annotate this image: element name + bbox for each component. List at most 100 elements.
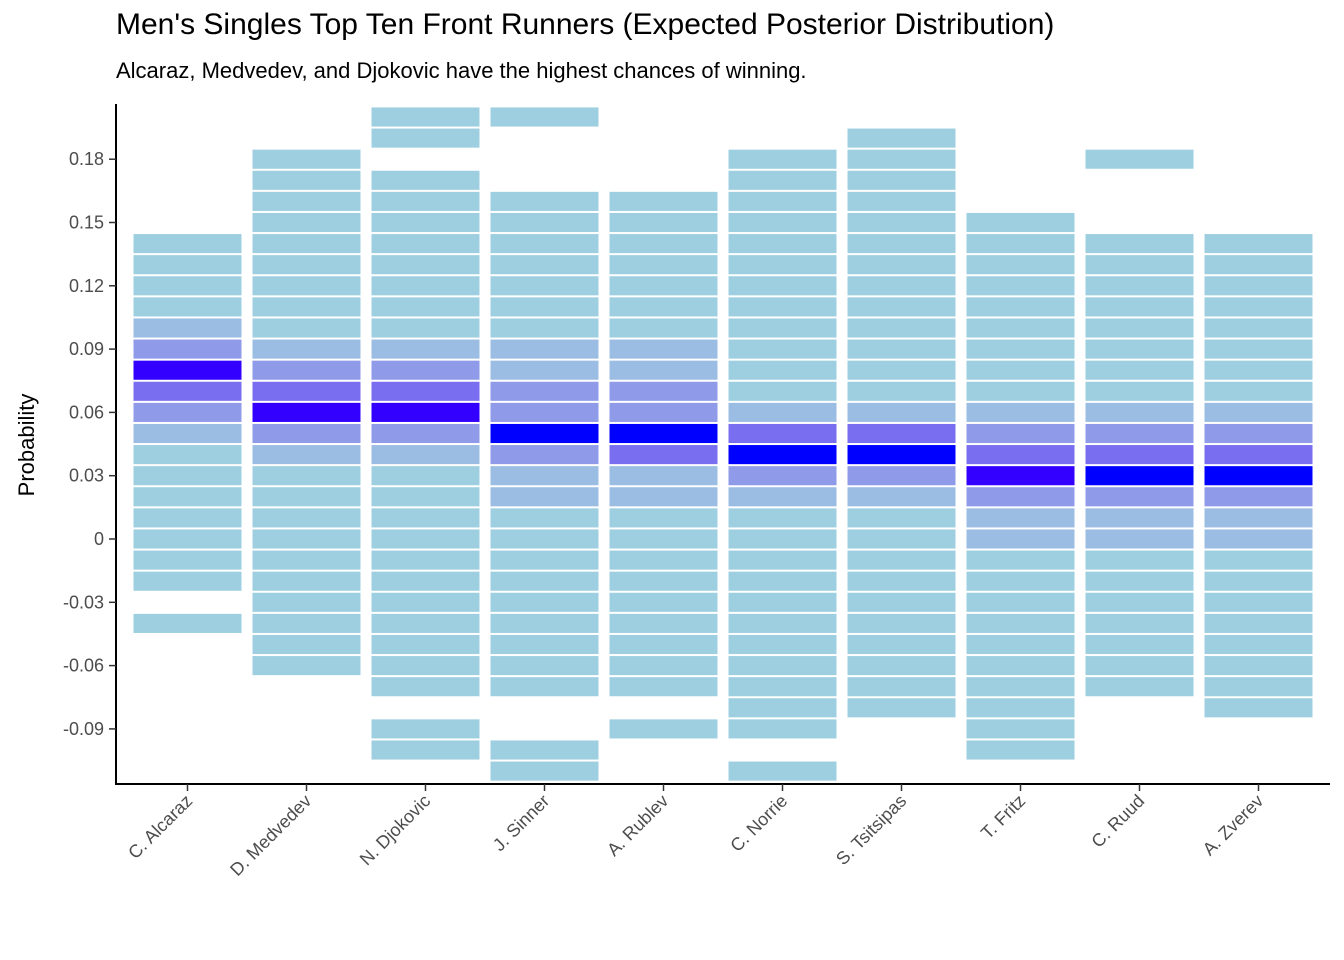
bin-c-norrie: [728, 698, 837, 718]
bin-a-rublev: [609, 466, 718, 486]
bin-a-rublev: [609, 634, 718, 655]
bin-c-ruud: [1085, 423, 1194, 444]
bin-a-zverev: [1204, 550, 1313, 570]
bin-c-ruud: [1085, 360, 1194, 380]
bin-n-djokovic: [371, 423, 480, 444]
bin-t-fritz: [966, 445, 1075, 465]
bin-t-fritz: [966, 740, 1075, 760]
bin-c-alcaraz: [133, 423, 242, 444]
bin-s-tsitsipas: [847, 550, 956, 570]
bin-a-rublev: [609, 550, 718, 570]
bin-a-rublev: [609, 423, 718, 444]
bin-d-medvedev: [252, 656, 361, 676]
bin-j-sinner: [490, 381, 599, 401]
bin-j-sinner: [490, 634, 599, 655]
bin-c-norrie: [728, 149, 837, 169]
bin-a-rublev: [609, 402, 718, 422]
bin-a-zverev: [1204, 445, 1313, 465]
bin-c-ruud: [1085, 634, 1194, 655]
y-tick-label: 0: [94, 529, 104, 549]
bin-a-rublev: [609, 571, 718, 591]
x-tick-label: C. Norrie: [726, 791, 791, 856]
y-tick-label: 0.18: [69, 149, 104, 169]
bin-n-djokovic: [371, 592, 480, 612]
bin-j-sinner: [490, 508, 599, 528]
bin-d-medvedev: [252, 402, 361, 422]
bin-j-sinner: [490, 592, 599, 612]
bin-t-fritz: [966, 234, 1075, 254]
bin-c-ruud: [1085, 529, 1194, 549]
bin-d-medvedev: [252, 297, 361, 317]
bars-layer: [133, 107, 1313, 781]
bin-t-fritz: [966, 508, 1075, 528]
bin-d-medvedev: [252, 550, 361, 570]
bin-c-norrie: [728, 508, 837, 528]
bin-j-sinner: [490, 212, 599, 233]
bin-a-rublev: [609, 613, 718, 633]
chart-title: Men's Singles Top Ten Front Runners (Exp…: [116, 8, 1055, 41]
x-tick-label: S. Tsitsipas: [832, 791, 910, 869]
bin-j-sinner: [490, 613, 599, 633]
bin-n-djokovic: [371, 508, 480, 528]
bin-a-zverev: [1204, 656, 1313, 676]
x-tick-label: C. Alcaraz: [124, 791, 196, 863]
bin-d-medvedev: [252, 571, 361, 591]
bin-s-tsitsipas: [847, 339, 956, 359]
bin-t-fritz: [966, 634, 1075, 655]
bin-c-ruud: [1085, 402, 1194, 422]
bin-t-fritz: [966, 318, 1075, 338]
bin-j-sinner: [490, 740, 599, 760]
bin-d-medvedev: [252, 445, 361, 465]
bin-t-fritz: [966, 656, 1075, 676]
bin-a-zverev: [1204, 402, 1313, 422]
bin-c-alcaraz: [133, 276, 242, 296]
bin-n-djokovic: [371, 381, 480, 401]
bin-t-fritz: [966, 550, 1075, 570]
bin-a-zverev: [1204, 297, 1313, 317]
bin-c-alcaraz: [133, 255, 242, 275]
bin-n-djokovic: [371, 613, 480, 633]
bin-c-norrie: [728, 381, 837, 401]
bin-d-medvedev: [252, 613, 361, 633]
bin-n-djokovic: [371, 487, 480, 507]
bin-a-zverev: [1204, 592, 1313, 612]
bin-d-medvedev: [252, 381, 361, 401]
bin-n-djokovic: [371, 529, 480, 549]
bin-a-rublev: [609, 360, 718, 380]
bin-c-alcaraz: [133, 529, 242, 549]
bin-a-zverev: [1204, 381, 1313, 401]
bin-a-zverev: [1204, 339, 1313, 359]
bin-t-fritz: [966, 613, 1075, 633]
bin-d-medvedev: [252, 592, 361, 612]
bin-d-medvedev: [252, 234, 361, 254]
bin-c-ruud: [1085, 381, 1194, 401]
bin-c-alcaraz: [133, 381, 242, 401]
bin-s-tsitsipas: [847, 170, 956, 190]
bin-j-sinner: [490, 107, 599, 127]
bin-s-tsitsipas: [847, 466, 956, 486]
bin-c-alcaraz: [133, 234, 242, 254]
bin-c-ruud: [1085, 297, 1194, 317]
bin-s-tsitsipas: [847, 234, 956, 254]
bin-a-rublev: [609, 656, 718, 676]
bin-c-norrie: [728, 592, 837, 612]
bin-t-fritz: [966, 529, 1075, 549]
bin-t-fritz: [966, 698, 1075, 718]
bin-j-sinner: [490, 318, 599, 338]
bin-a-zverev: [1204, 571, 1313, 591]
bin-c-alcaraz: [133, 550, 242, 570]
bin-c-ruud: [1085, 445, 1194, 465]
bin-s-tsitsipas: [847, 529, 956, 549]
bin-t-fritz: [966, 719, 1075, 739]
bin-d-medvedev: [252, 529, 361, 549]
bin-s-tsitsipas: [847, 149, 956, 169]
bin-a-rublev: [609, 255, 718, 275]
bin-d-medvedev: [252, 423, 361, 444]
bin-n-djokovic: [371, 107, 480, 127]
bin-n-djokovic: [371, 677, 480, 697]
bin-a-zverev: [1204, 529, 1313, 549]
bin-j-sinner: [490, 423, 599, 444]
bin-t-fritz: [966, 276, 1075, 296]
bin-d-medvedev: [252, 318, 361, 338]
bin-s-tsitsipas: [847, 571, 956, 591]
